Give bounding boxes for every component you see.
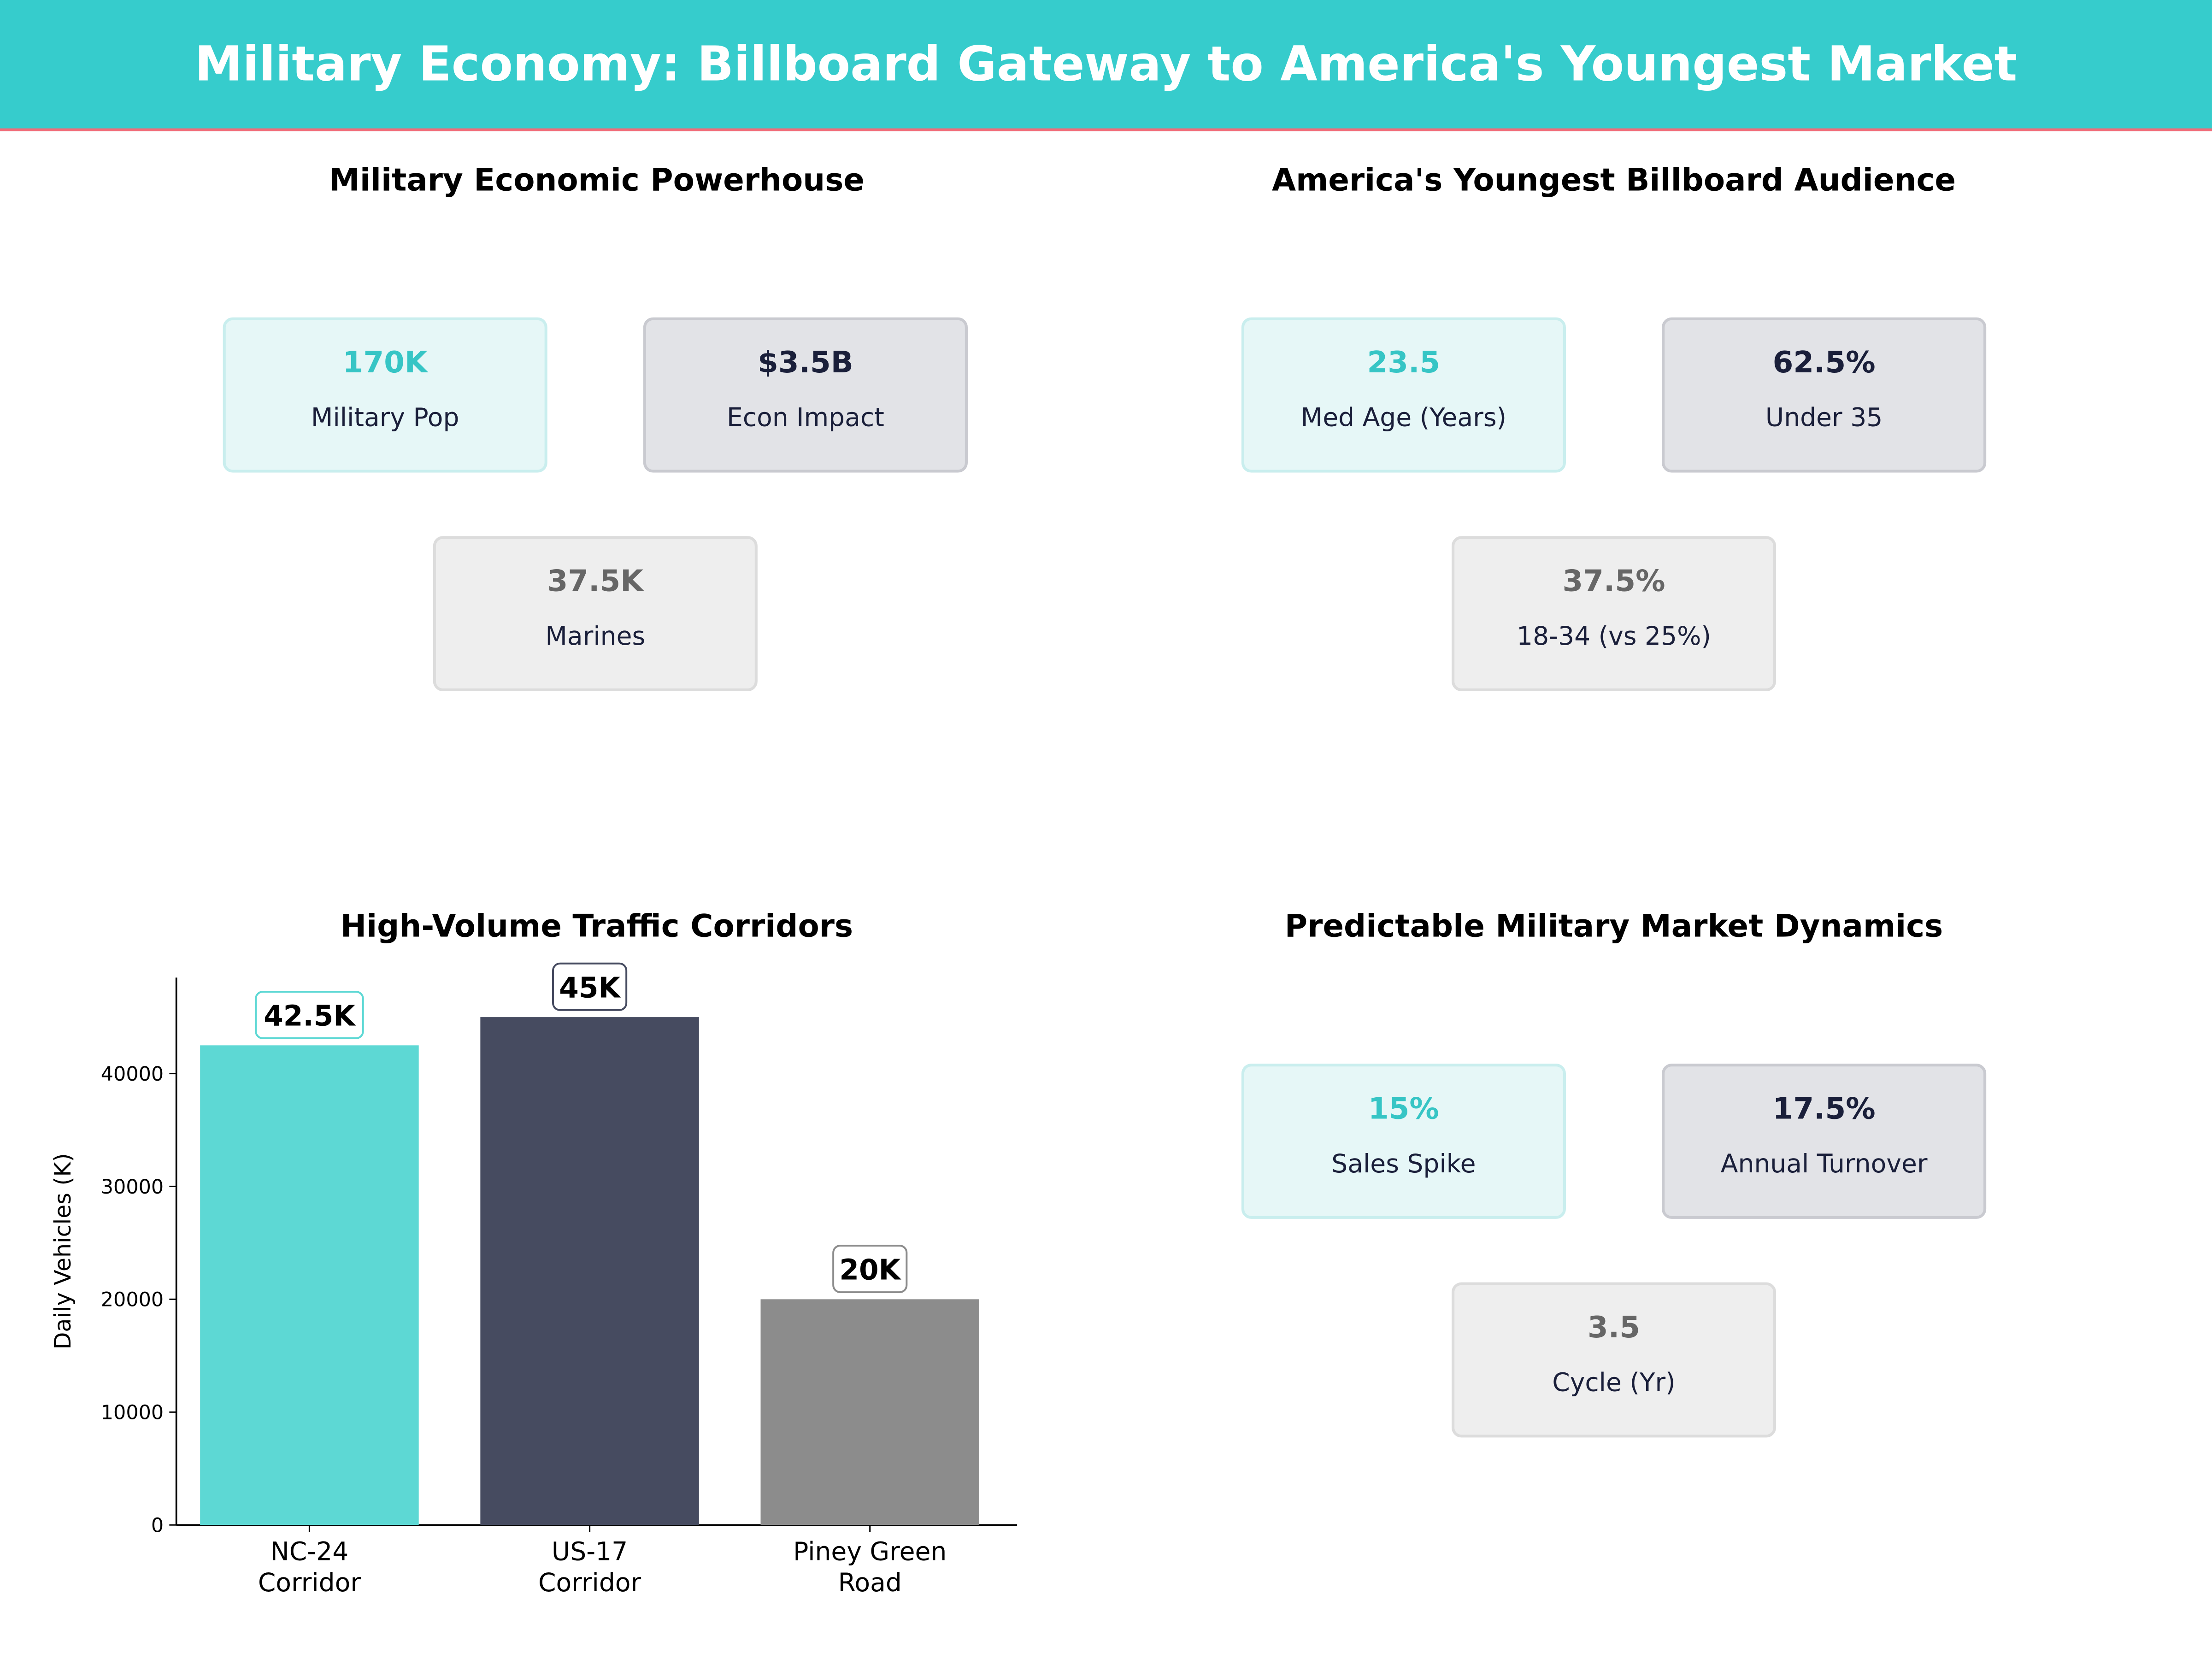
x-tick-label: US-17 bbox=[552, 1537, 628, 1566]
panel-title-economic: Military Economic Powerhouse bbox=[329, 164, 865, 199]
data-label-box bbox=[255, 991, 364, 1040]
kpi-card: $3.5B Econ Impact bbox=[643, 317, 968, 473]
data-label-box bbox=[552, 962, 628, 1011]
kpi-card: 62.5% Under 35 bbox=[1662, 317, 1987, 473]
x-tick-label: Road bbox=[838, 1568, 902, 1597]
kpi-value: $3.5B bbox=[758, 345, 853, 380]
kpi-label: Med Age (Years) bbox=[1300, 403, 1507, 433]
kpi-card: 15% Sales Spike bbox=[1241, 1064, 1566, 1219]
kpi-value: 17.5% bbox=[1772, 1092, 1876, 1126]
kpi-card: 3.5 Cycle (Yr) bbox=[1451, 1282, 1777, 1438]
kpi-card: 23.5 Med Age (Years) bbox=[1241, 317, 1566, 473]
kpi-card: 17.5% Annual Turnover bbox=[1662, 1064, 1987, 1219]
kpi-label: Cycle (Yr) bbox=[1552, 1368, 1676, 1398]
header-bar: Military Economy: Billboard Gateway to A… bbox=[0, 0, 2212, 131]
page-title: Military Economy: Billboard Gateway to A… bbox=[194, 36, 2018, 93]
kpi-value: 170K bbox=[342, 345, 428, 380]
y-tick-label: 20000 bbox=[101, 1288, 164, 1312]
y-tick-label: 40000 bbox=[101, 1063, 164, 1086]
kpi-value: 37.5% bbox=[1562, 564, 1665, 598]
x-tick-label: Corridor bbox=[538, 1568, 641, 1597]
y-tick-label: 30000 bbox=[101, 1176, 164, 1199]
kpi-card: 37.5K Marines bbox=[433, 536, 758, 691]
panel-title-audience: America's Youngest Billboard Audience bbox=[1271, 164, 1956, 199]
panel-title-dynamics: Predictable Military Market Dynamics bbox=[1284, 910, 1943, 946]
y-tick-label: 0 bbox=[151, 1514, 164, 1537]
kpi-label: Annual Turnover bbox=[1720, 1149, 1928, 1180]
y-axis-label: Daily Vehicles (K) bbox=[50, 1153, 76, 1349]
x-tick-label: NC-24 bbox=[271, 1537, 349, 1566]
bar bbox=[760, 1299, 979, 1525]
bar bbox=[200, 1045, 419, 1525]
x-tick-label: Corridor bbox=[258, 1568, 361, 1597]
chart-title: High-Volume Traffic Corridors bbox=[340, 910, 853, 946]
y-tick-label: 10000 bbox=[101, 1401, 164, 1424]
data-label-box bbox=[832, 1245, 908, 1294]
kpi-label: Marines bbox=[545, 622, 646, 652]
data-label: 20K bbox=[839, 1254, 901, 1287]
data-label: 42.5K bbox=[264, 1000, 356, 1032]
kpi-label: Military Pop bbox=[311, 403, 459, 433]
kpi-value: 15% bbox=[1368, 1092, 1439, 1126]
kpi-label: Under 35 bbox=[1765, 403, 1883, 433]
kpi-value: 3.5 bbox=[1588, 1310, 1640, 1345]
kpi-label: 18-34 (vs 25%) bbox=[1517, 622, 1711, 652]
kpi-card: 37.5% 18-34 (vs 25%) bbox=[1451, 536, 1777, 691]
data-label: 45K bbox=[559, 971, 621, 1004]
kpi-label: Econ Impact bbox=[726, 403, 884, 433]
bar bbox=[480, 1017, 699, 1525]
x-tick-label: Piney Green bbox=[793, 1537, 947, 1566]
kpi-label: Sales Spike bbox=[1331, 1149, 1476, 1180]
kpi-card: 170K Military Pop bbox=[223, 317, 547, 473]
kpi-value: 37.5K bbox=[547, 564, 644, 598]
kpi-value: 62.5% bbox=[1772, 345, 1876, 380]
kpi-value: 23.5 bbox=[1367, 345, 1441, 380]
